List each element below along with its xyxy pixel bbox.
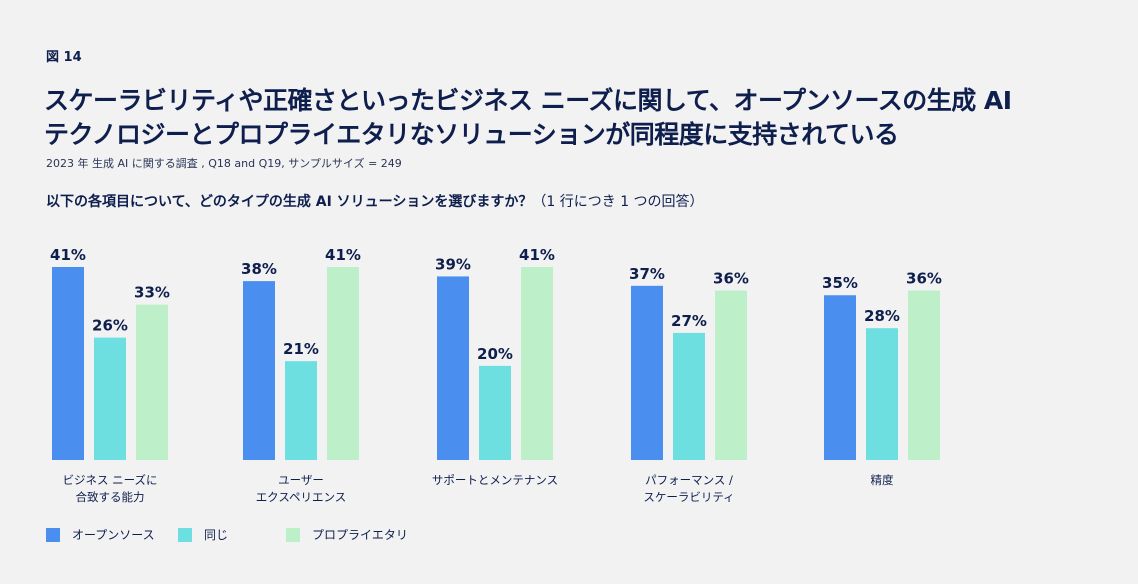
survey-question: 以下の各項目について、どのタイプの生成 AI ソリューションを選びますか？（1 … <box>46 191 704 211</box>
data-label: 21% <box>283 340 319 358</box>
bar <box>94 337 126 460</box>
data-label: 36% <box>906 270 942 288</box>
bar <box>243 281 275 460</box>
legend-swatch <box>178 527 192 542</box>
data-label: 39% <box>435 255 471 273</box>
title-line-1: スケーラビリティや正確さといったビジネス ニーズに関して、オープンソースの生成 … <box>44 86 1012 115</box>
category-label: ビジネス ニーズに 合致する能力 <box>62 473 158 504</box>
data-label: 27% <box>671 312 707 330</box>
category-label: ユーザー エクスペリエンス <box>255 473 347 504</box>
bar <box>52 267 84 460</box>
bar <box>908 290 940 460</box>
category-label: サポートとメンテナンス <box>431 473 559 487</box>
legend-swatch <box>46 527 60 542</box>
figure-label: 図 14 <box>46 50 82 65</box>
title-line-2: テクノロジーとプロプライエタリなソリューションが同程度に支持されている <box>44 120 899 149</box>
bar <box>521 267 553 460</box>
bar <box>285 361 317 460</box>
data-label: 20% <box>477 345 513 363</box>
legend-item-proprietary: プロプライエタリ <box>286 526 408 543</box>
data-label: 28% <box>864 307 900 325</box>
chart-title: スケーラビリティや正確さといったビジネス ニーズに関して、オープンソースの生成 … <box>44 84 1104 152</box>
legend-swatch <box>286 527 300 542</box>
data-label: 41% <box>50 246 86 264</box>
category-label: 精度 <box>870 473 894 487</box>
data-label: 26% <box>92 317 128 335</box>
legend: オープンソース 同じ プロプライエタリ <box>46 526 408 543</box>
bar <box>824 295 856 460</box>
data-label: 38% <box>241 260 277 278</box>
legend-item-same: 同じ <box>178 526 286 543</box>
bar <box>479 365 511 460</box>
data-label: 33% <box>134 284 170 302</box>
bar <box>437 276 469 460</box>
data-label: 37% <box>629 265 665 283</box>
question-text: 以下の各項目について、どのタイプの生成 AI ソリューションを選びますか？ <box>46 194 533 210</box>
legend-label: プロプライエタリ <box>312 528 408 542</box>
legend-label: オープンソース <box>72 528 155 542</box>
data-label: 36% <box>713 270 749 288</box>
bar <box>327 267 359 460</box>
bar <box>866 328 898 460</box>
legend-label: 同じ <box>204 528 229 542</box>
question-note: （1 行につき 1 つの回答） <box>532 194 704 210</box>
data-label: 35% <box>822 274 858 292</box>
data-label: 41% <box>519 246 555 264</box>
bar <box>673 332 705 460</box>
legend-item-open-source: オープンソース <box>46 526 178 543</box>
category-label: パフォーマンス / スケーラビリティ <box>643 473 735 504</box>
bar <box>136 304 168 460</box>
bar <box>631 285 663 460</box>
data-label: 41% <box>325 246 361 264</box>
bar <box>715 290 747 460</box>
chart-subtitle: 2023 年 生成 AI に関する調査 , Q18 and Q19, サンプルサ… <box>46 157 402 170</box>
